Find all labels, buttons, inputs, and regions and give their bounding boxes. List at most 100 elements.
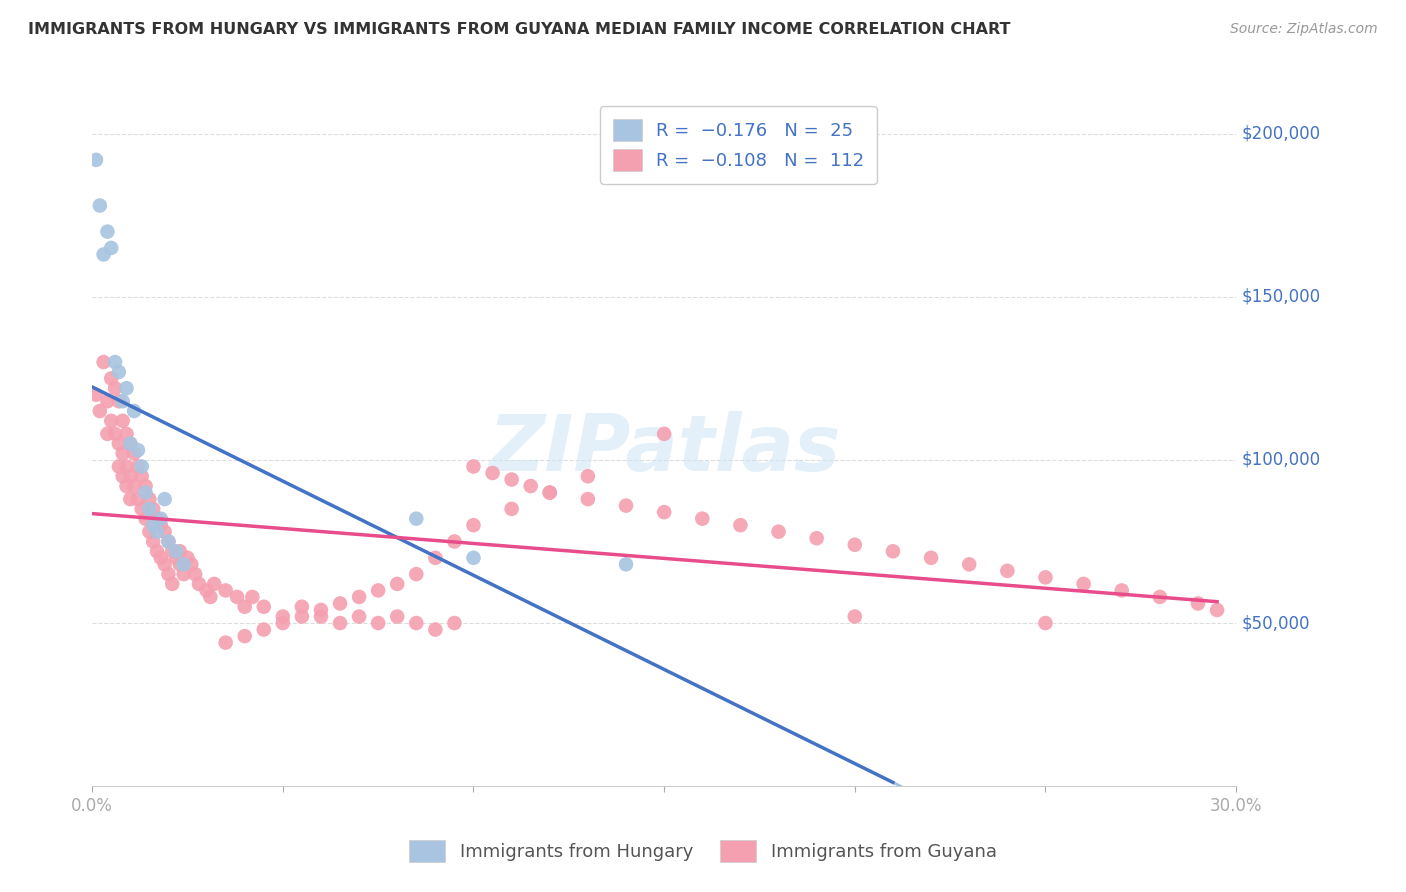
- Point: [443, 534, 465, 549]
- Point: [153, 524, 176, 539]
- Point: [920, 550, 942, 565]
- Point: [882, 544, 904, 558]
- Point: [226, 590, 249, 604]
- Point: [367, 615, 389, 630]
- Text: $50,000: $50,000: [1241, 614, 1310, 632]
- Text: IMMIGRANTS FROM HUNGARY VS IMMIGRANTS FROM GUYANA MEDIAN FAMILY INCOME CORRELATI: IMMIGRANTS FROM HUNGARY VS IMMIGRANTS FR…: [28, 22, 1011, 37]
- Point: [93, 247, 115, 261]
- Point: [138, 492, 160, 507]
- Point: [463, 518, 485, 533]
- Point: [104, 426, 127, 441]
- Point: [131, 459, 153, 474]
- Point: [173, 558, 195, 572]
- Point: [538, 485, 561, 500]
- Point: [135, 511, 157, 525]
- Point: [131, 469, 153, 483]
- Point: [730, 518, 752, 533]
- Point: [425, 623, 447, 637]
- Point: [271, 615, 294, 630]
- Point: [576, 492, 599, 507]
- Point: [138, 501, 160, 516]
- Point: [405, 615, 427, 630]
- Point: [122, 404, 145, 418]
- Point: [538, 485, 561, 500]
- Point: [111, 446, 134, 460]
- Point: [463, 550, 485, 565]
- Point: [1073, 577, 1095, 591]
- Point: [291, 599, 314, 614]
- Point: [309, 603, 332, 617]
- Point: [169, 558, 191, 572]
- Text: Source: ZipAtlas.com: Source: ZipAtlas.com: [1230, 22, 1378, 37]
- Point: [1035, 615, 1057, 630]
- Point: [135, 479, 157, 493]
- Point: [162, 544, 184, 558]
- Point: [1206, 603, 1229, 617]
- Point: [157, 534, 180, 549]
- Point: [405, 511, 427, 525]
- Point: [200, 590, 222, 604]
- Point: [844, 538, 866, 552]
- Point: [1187, 597, 1209, 611]
- Point: [111, 469, 134, 483]
- Point: [146, 511, 169, 525]
- Text: $150,000: $150,000: [1241, 288, 1322, 306]
- Point: [127, 443, 149, 458]
- Point: [162, 577, 184, 591]
- Legend: R =  −0.176   N =  25, R =  −0.108   N =  112: R = −0.176 N = 25, R = −0.108 N = 112: [600, 106, 877, 184]
- Point: [149, 550, 172, 565]
- Point: [84, 388, 107, 402]
- Point: [120, 492, 142, 507]
- Point: [187, 577, 209, 591]
- Point: [347, 609, 370, 624]
- Point: [180, 558, 202, 572]
- Point: [127, 492, 149, 507]
- Point: [135, 485, 157, 500]
- Point: [84, 153, 107, 167]
- Point: [652, 426, 675, 441]
- Point: [367, 583, 389, 598]
- Point: [131, 501, 153, 516]
- Point: [146, 524, 169, 539]
- Point: [111, 394, 134, 409]
- Point: [405, 567, 427, 582]
- Point: [329, 615, 352, 630]
- Point: [690, 511, 713, 525]
- Point: [271, 609, 294, 624]
- Point: [111, 414, 134, 428]
- Point: [1035, 570, 1057, 584]
- Point: [100, 414, 122, 428]
- Point: [93, 355, 115, 369]
- Point: [463, 459, 485, 474]
- Point: [142, 501, 165, 516]
- Point: [329, 597, 352, 611]
- Point: [142, 518, 165, 533]
- Point: [1149, 590, 1171, 604]
- Point: [100, 241, 122, 255]
- Point: [115, 426, 138, 441]
- Point: [347, 590, 370, 604]
- Point: [233, 599, 256, 614]
- Point: [146, 544, 169, 558]
- Point: [157, 567, 180, 582]
- Point: [108, 365, 131, 379]
- Point: [104, 381, 127, 395]
- Point: [1111, 583, 1133, 598]
- Point: [96, 426, 118, 441]
- Point: [108, 394, 131, 409]
- Point: [89, 404, 111, 418]
- Point: [184, 567, 207, 582]
- Point: [957, 558, 980, 572]
- Point: [96, 394, 118, 409]
- Text: ZIPatlas: ZIPatlas: [488, 411, 841, 487]
- Point: [652, 505, 675, 519]
- Point: [240, 590, 263, 604]
- Point: [122, 479, 145, 493]
- Point: [195, 583, 218, 598]
- Point: [120, 436, 142, 450]
- Point: [768, 524, 790, 539]
- Point: [387, 609, 409, 624]
- Point: [149, 511, 172, 525]
- Point: [115, 479, 138, 493]
- Point: [519, 479, 541, 493]
